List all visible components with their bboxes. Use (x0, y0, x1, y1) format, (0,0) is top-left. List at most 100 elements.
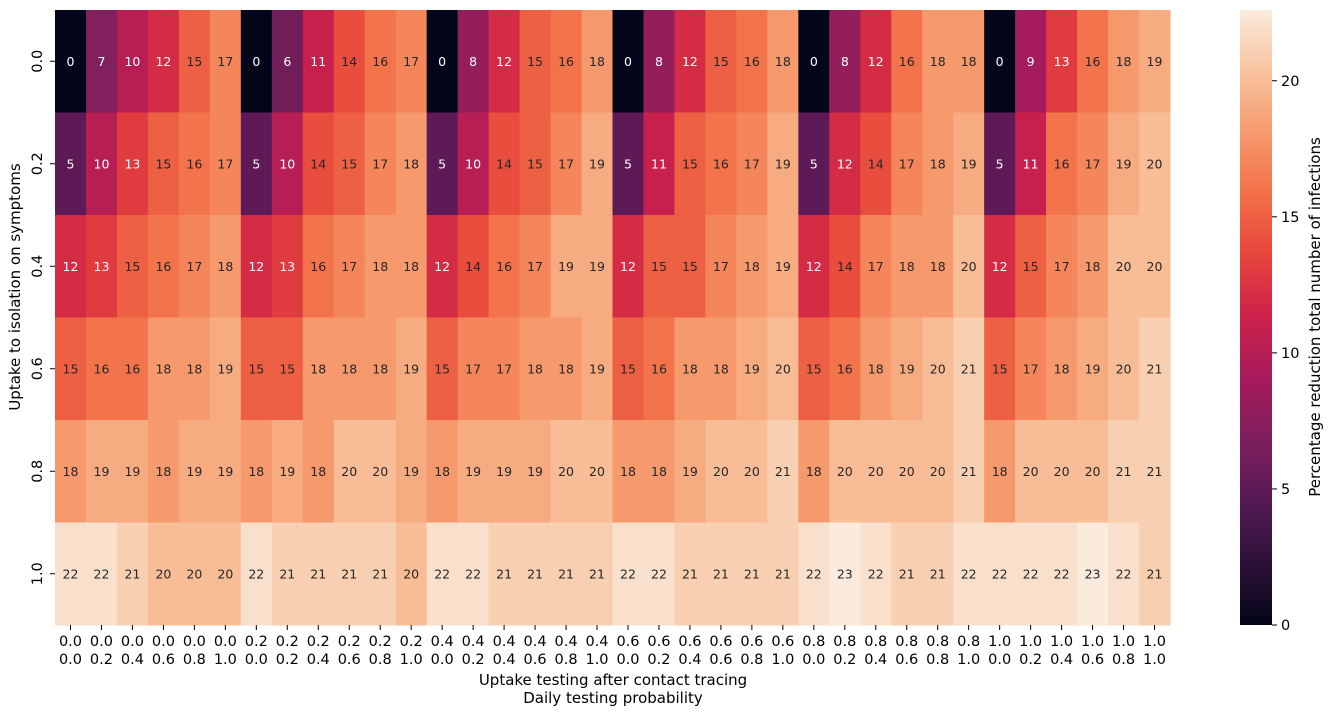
x-tick-label-top: 1.0 (1081, 634, 1104, 650)
cell-value-label: 14 (341, 54, 357, 69)
x-tick-label-top: 0.0 (59, 634, 82, 650)
heatmap-cell (271, 522, 304, 626)
cell-value-label: 18 (930, 156, 946, 171)
heatmap-cell (116, 522, 149, 626)
x-tick-label-top: 0.4 (524, 634, 547, 650)
heatmap-cell (364, 215, 397, 318)
heatmap-cell (333, 522, 366, 626)
cell-value-label: 19 (899, 361, 915, 376)
cell-value-label: 20 (1147, 156, 1163, 171)
heatmap-cell (240, 317, 273, 421)
heatmap-cell (1139, 10, 1171, 113)
heatmap-cell (1046, 10, 1078, 113)
heatmap-cell (488, 10, 521, 113)
x-tick-label-top: 0.8 (957, 634, 980, 650)
cell-value-label: 19 (775, 156, 791, 171)
heatmap-cell (705, 420, 737, 523)
x-tick-label-top: 0.6 (678, 634, 701, 650)
x-tick-label-top: 0.0 (90, 634, 113, 650)
cell-value-label: 20 (868, 464, 884, 479)
heatmap-cell (705, 215, 737, 318)
cell-value-label: 21 (1116, 464, 1132, 479)
heatmap-cell (488, 420, 521, 523)
cell-value-label: 21 (961, 361, 977, 376)
x-tick-label-top: 0.8 (802, 634, 825, 650)
cell-value-label: 22 (1116, 566, 1132, 581)
cell-value-label: 18 (930, 259, 946, 274)
heatmap-cell (674, 522, 706, 626)
cell-value-label: 0 (67, 54, 75, 69)
heatmap-cell (829, 10, 861, 113)
cell-value-label: 21 (775, 566, 791, 581)
cell-value-label: 16 (155, 259, 171, 274)
x-tick-label-bottom: 1.0 (400, 652, 423, 668)
cell-value-label: 17 (744, 156, 760, 171)
heatmap-cell (364, 420, 397, 523)
cell-value-label: 17 (713, 259, 729, 274)
heatmap-cell (209, 112, 242, 216)
cell-value-label: 22 (620, 566, 636, 581)
heatmap-cell (178, 112, 211, 216)
cell-value-label: 15 (155, 156, 171, 171)
cell-value-label: 18 (403, 156, 419, 171)
heatmap-cell (333, 420, 366, 523)
cell-value-label: 21 (1147, 361, 1163, 376)
heatmap-cell (922, 215, 954, 318)
cell-value-label: 12 (620, 259, 636, 274)
x-tick-label-bottom: 1.0 (214, 652, 237, 668)
x-tick-label-top: 0.0 (183, 634, 206, 650)
heatmap-cell (984, 215, 1016, 318)
x-tick-label-top: 0.2 (338, 634, 361, 650)
cell-value-label: 15 (279, 361, 295, 376)
cell-value-label: 21 (124, 566, 140, 581)
cell-value-label: 17 (403, 54, 419, 69)
cell-value-label: 19 (496, 464, 512, 479)
cell-value-label: 19 (744, 361, 760, 376)
heatmap-cell (271, 215, 304, 318)
cell-value-label: 20 (899, 464, 915, 479)
cell-value-label: 19 (589, 156, 605, 171)
cell-value-label: 0 (624, 54, 632, 69)
y-tick-label: 0.2 (30, 152, 46, 175)
cell-value-label: 18 (372, 361, 388, 376)
heatmap-cell (798, 317, 830, 421)
x-tick-label-top: 0.8 (926, 634, 949, 650)
heatmap-cell (643, 112, 675, 216)
heatmap-cell (984, 522, 1016, 626)
x-axis-label-line-1: Uptake testing after contact tracing (479, 671, 747, 689)
x-tick-label-top: 0.4 (493, 634, 516, 650)
heatmap-cell (55, 317, 87, 421)
heatmap-cell (519, 215, 552, 318)
heatmap-cell (457, 420, 490, 523)
heatmap-cell (302, 112, 335, 216)
cell-value-label: 12 (682, 54, 698, 69)
cell-value-label: 22 (868, 566, 884, 581)
cell-value-label: 19 (186, 464, 202, 479)
cell-value-label: 15 (806, 361, 822, 376)
cell-value-label: 15 (1023, 259, 1039, 274)
cell-value-label: 20 (930, 361, 946, 376)
heatmap-cell (922, 420, 954, 523)
heatmap-cell (891, 215, 923, 318)
cell-value-label: 15 (434, 361, 450, 376)
cell-value-label: 11 (651, 156, 667, 171)
heatmap-cell (457, 215, 490, 318)
heatmap-cell (426, 10, 459, 113)
colorbar-label: Percentage reduction total number of inf… (1306, 137, 1324, 497)
heatmap-cell (705, 112, 737, 216)
heatmap-cell (984, 10, 1016, 113)
cell-value-label: 13 (1054, 54, 1070, 69)
cell-value-label: 14 (465, 259, 481, 274)
x-tick-label-top: 0.8 (864, 634, 887, 650)
cell-value-label: 23 (1085, 566, 1101, 581)
cell-value-label: 22 (1054, 566, 1070, 581)
heatmap-cell (333, 317, 366, 421)
cell-value-label: 0 (252, 54, 260, 69)
heatmap-cell (953, 215, 985, 318)
x-tick-label-bottom: 0.0 (616, 652, 639, 668)
cell-value-label: 0 (996, 54, 1004, 69)
heatmap-cell (457, 10, 490, 113)
heatmap-cell (302, 317, 335, 421)
x-tick-label-bottom: 0.8 (926, 652, 949, 668)
cell-value-label: 20 (837, 464, 853, 479)
